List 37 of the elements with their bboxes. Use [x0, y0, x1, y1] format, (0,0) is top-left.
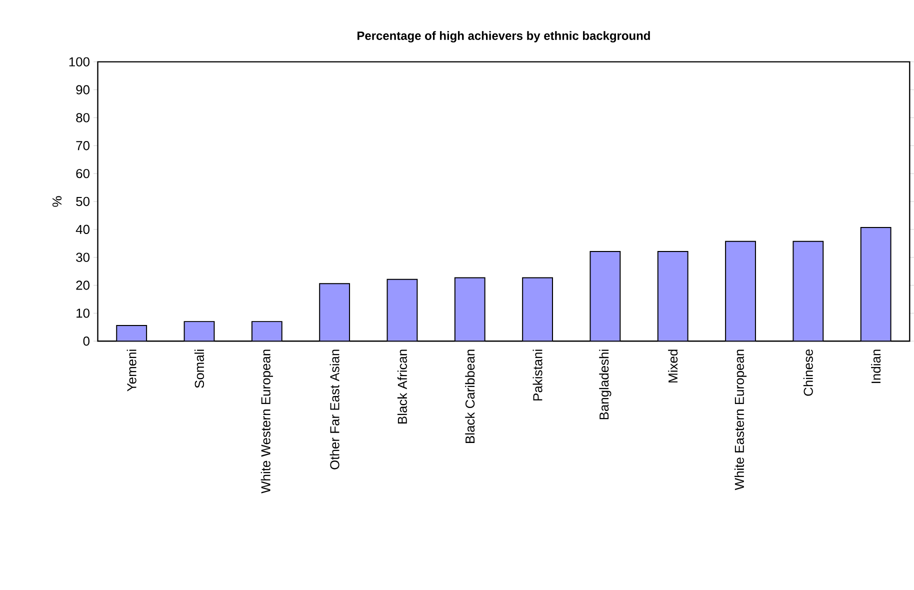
bar: [319, 282, 350, 341]
x-tick-label: White Western European: [260, 349, 273, 494]
x-tick-label: Somali: [194, 350, 204, 388]
y-tick-label: 0: [83, 336, 90, 346]
y-tick-label: 40: [76, 224, 90, 234]
chart-title: Percentage of high achievers by ethnic background: [358, 30, 650, 42]
y-tick-label: 100: [69, 57, 90, 66]
bar: [454, 276, 486, 341]
x-tick-label: Black African: [397, 349, 407, 424]
x-tick-label: Other Far East Asian: [330, 349, 340, 470]
y-tick-label: 10: [76, 308, 90, 318]
bar: [792, 240, 824, 341]
x-tick-label: Indian: [871, 349, 881, 383]
x-tick-label: Yemeni: [126, 350, 136, 392]
y-tick-label: 60: [76, 168, 90, 178]
bar: [522, 276, 553, 341]
y-tick-label: 90: [76, 84, 90, 94]
bar: [386, 278, 418, 341]
y-tick-label: 50: [76, 196, 90, 206]
bar: [657, 250, 688, 341]
bar: [251, 320, 282, 341]
bar: [860, 226, 892, 341]
x-tick-label: Bangladeshi: [599, 350, 612, 419]
x-tick-label: Mixed: [668, 349, 678, 382]
bar: [116, 324, 148, 341]
y-tick-label: 70: [76, 140, 90, 150]
y-tick-label: 20: [76, 280, 90, 290]
bar: [725, 240, 756, 341]
y-axis-title: %: [52, 196, 62, 207]
x-tick-label: Pakistani: [532, 350, 542, 400]
x-tick-label: Chinese: [803, 349, 813, 396]
x-tick-label: White Eastern European: [734, 349, 747, 490]
y-tick-label: 30: [76, 252, 90, 262]
x-tick-label: Black Caribbean: [465, 350, 475, 443]
bar: [590, 250, 621, 341]
bar: [184, 320, 215, 341]
y-tick-label: 80: [76, 112, 90, 122]
